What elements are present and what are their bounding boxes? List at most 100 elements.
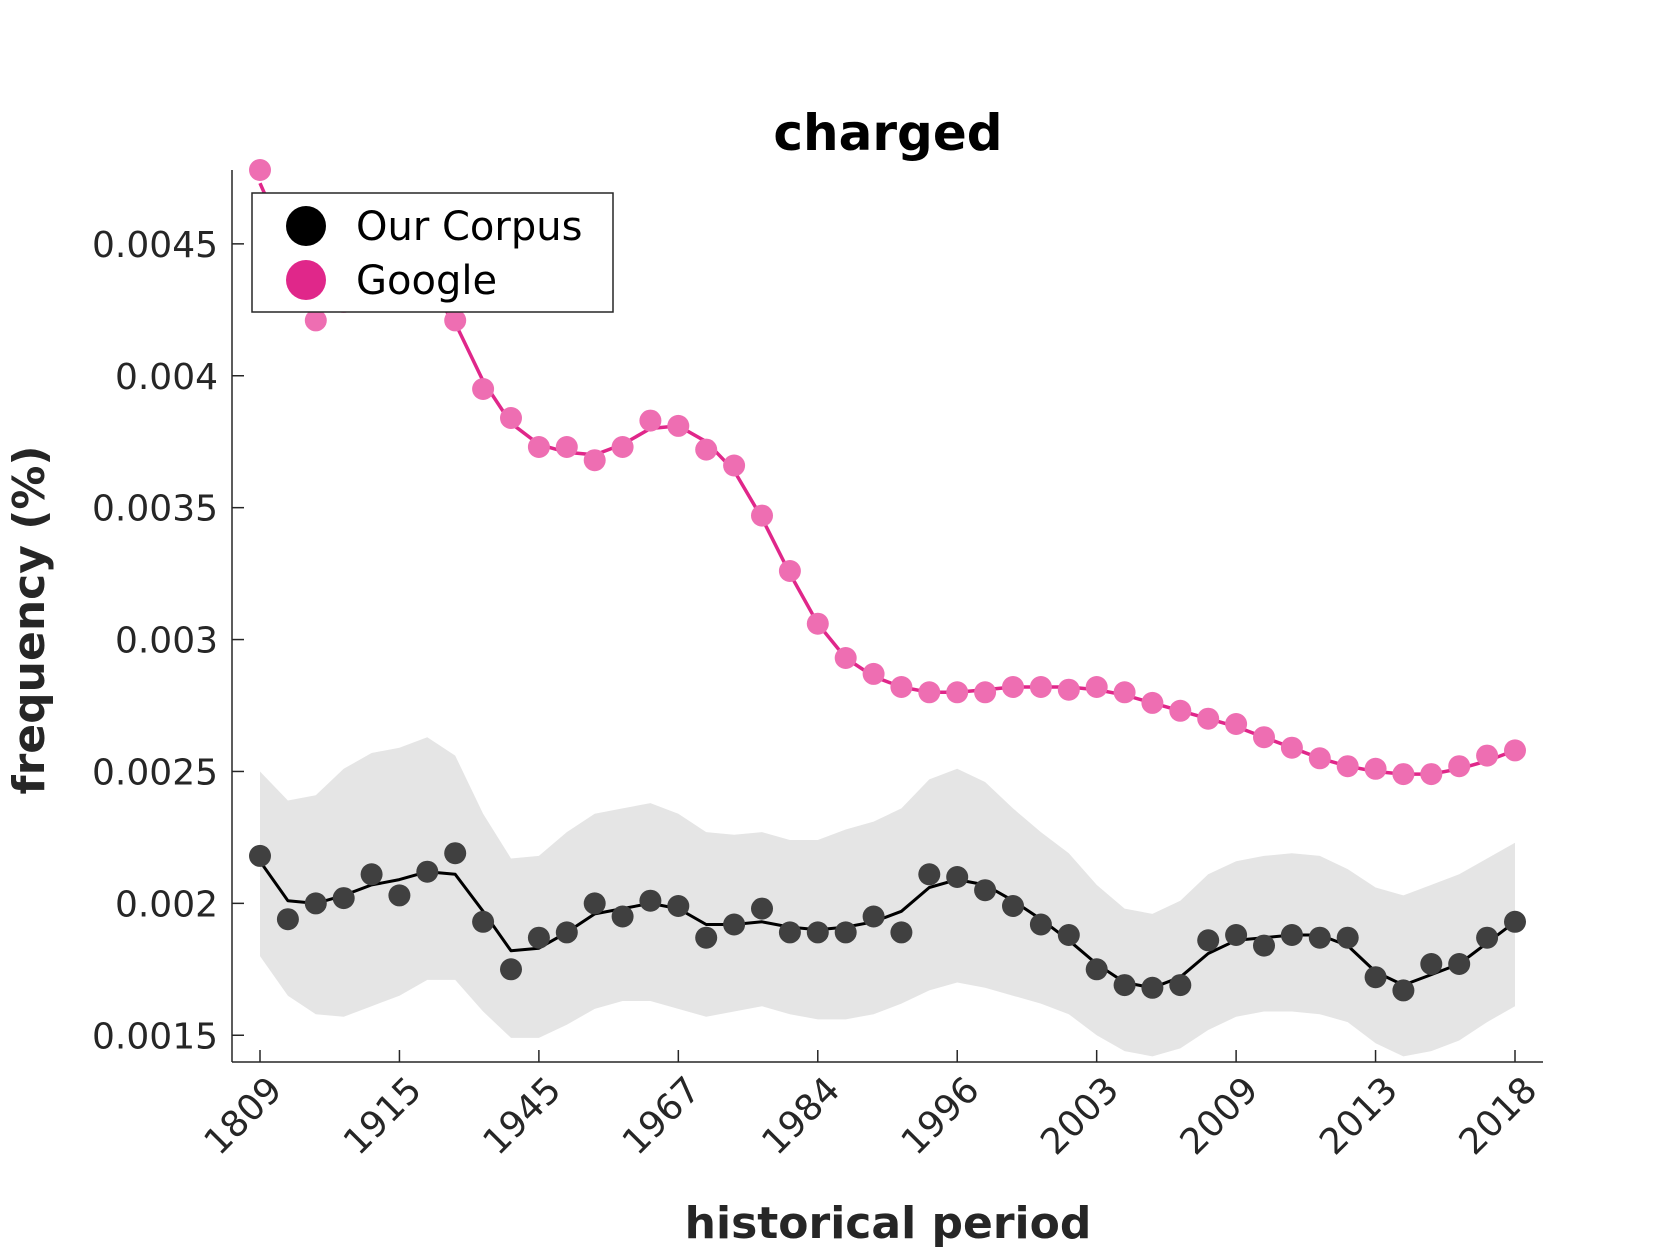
google-point [918, 681, 941, 704]
google-point [249, 159, 271, 181]
google-point [1029, 676, 1052, 698]
google-point [1113, 681, 1136, 704]
google-point [1197, 707, 1220, 730]
our-corpus-point [527, 926, 550, 949]
x-tick-label: 1945 [475, 1069, 569, 1163]
google-point [974, 681, 997, 704]
our-corpus-point [1113, 974, 1136, 997]
our-corpus-point [388, 884, 411, 907]
google-point [667, 414, 690, 437]
google-point [500, 407, 522, 429]
our-corpus-point [723, 913, 746, 936]
google-point [1504, 739, 1526, 762]
google-point [1253, 726, 1275, 749]
x-tick-label: 2003 [1033, 1069, 1127, 1163]
google-point [1141, 691, 1164, 714]
our-corpus-point [1308, 926, 1331, 949]
google-point [1448, 755, 1471, 778]
our-corpus-point [667, 895, 690, 917]
legend-marker-our-corpus [286, 206, 326, 246]
our-corpus-point [1448, 953, 1471, 975]
legend: Our Corpus Google [251, 192, 614, 313]
our-corpus-point [918, 863, 941, 886]
series-line-layer [258, 182, 1516, 990]
legend-label-our-corpus: Our Corpus [356, 204, 582, 250]
google-point [1420, 763, 1443, 786]
data-point-layer [249, 159, 1526, 1002]
our-corpus-point [472, 910, 495, 933]
google-point [1002, 676, 1024, 698]
google-point [778, 560, 801, 582]
google-point [695, 438, 718, 461]
our-corpus-point [1336, 926, 1359, 949]
y-tick-label: 0.002 [115, 884, 218, 925]
google-point [1169, 699, 1192, 722]
y-tick-label: 0.0035 [92, 489, 218, 530]
our-corpus-point [1057, 924, 1080, 946]
our-corpus-point [1253, 934, 1275, 957]
google-point [583, 449, 606, 472]
google-point [1280, 736, 1303, 759]
y-tick-label: 0.003 [115, 621, 218, 662]
confidence-band-layer [260, 737, 1515, 1057]
our-corpus-point [806, 921, 829, 944]
google-point [723, 454, 746, 477]
our-corpus-point [695, 926, 718, 949]
y-tick-label: 0.004 [115, 357, 218, 398]
y-tick-label: 0.0015 [92, 1016, 218, 1057]
our-corpus-point [1392, 979, 1415, 1002]
our-corpus-point [1029, 913, 1052, 936]
our-corpus-point [332, 887, 355, 910]
our-corpus-point [500, 958, 522, 981]
y-axis-label: frequency (%) [4, 445, 55, 794]
google-point [1085, 676, 1108, 698]
our-corpus-point [834, 921, 857, 944]
x-tick-label: 1967 [615, 1069, 709, 1163]
google-point [1308, 747, 1331, 770]
y-tick-label: 0.0045 [92, 225, 218, 266]
our-corpus-point [1085, 958, 1108, 981]
google-line [258, 182, 1516, 776]
x-tick-label: 2018 [1452, 1069, 1546, 1163]
x-tick-label: 1809 [197, 1069, 291, 1163]
our-corpus-point [249, 844, 271, 867]
google-point [304, 309, 327, 332]
x-tick-label: 1915 [336, 1069, 430, 1163]
google-point [1476, 744, 1499, 767]
our-corpus-point [1364, 966, 1387, 989]
our-corpus-point [946, 866, 969, 888]
our-corpus-point [555, 921, 578, 944]
google-point [639, 409, 662, 432]
our-corpus-point [890, 921, 913, 944]
google-point [1057, 678, 1080, 701]
google-point [890, 676, 913, 698]
our-corpus-point [862, 905, 885, 928]
our-corpus-point [751, 897, 773, 920]
our-corpus-point [304, 892, 327, 915]
our-corpus-point [1476, 926, 1499, 949]
our-corpus-point [1420, 953, 1443, 975]
google-point [555, 436, 578, 458]
our-corpus-point [778, 921, 801, 944]
our-corpus-line [258, 860, 1516, 990]
google-point [834, 647, 857, 669]
google-point [751, 504, 773, 527]
x-tick-label: 2013 [1312, 1069, 1406, 1163]
legend-label-google: Google [356, 258, 497, 304]
our-corpus-point [1002, 895, 1024, 917]
google-point [1392, 763, 1415, 786]
our-corpus-band [260, 737, 1515, 1057]
legend-marker-google [286, 260, 326, 300]
google-point [527, 436, 550, 458]
google-point [1225, 713, 1248, 735]
our-corpus-point [639, 889, 662, 912]
google-point [1336, 755, 1359, 778]
x-tick-label: 1996 [894, 1069, 988, 1163]
our-corpus-point [1197, 929, 1220, 952]
x-axis-label: historical period [685, 1198, 1092, 1249]
our-corpus-point [276, 908, 299, 931]
google-point [806, 612, 829, 635]
our-corpus-point [974, 879, 997, 902]
our-corpus-point [1169, 974, 1192, 997]
